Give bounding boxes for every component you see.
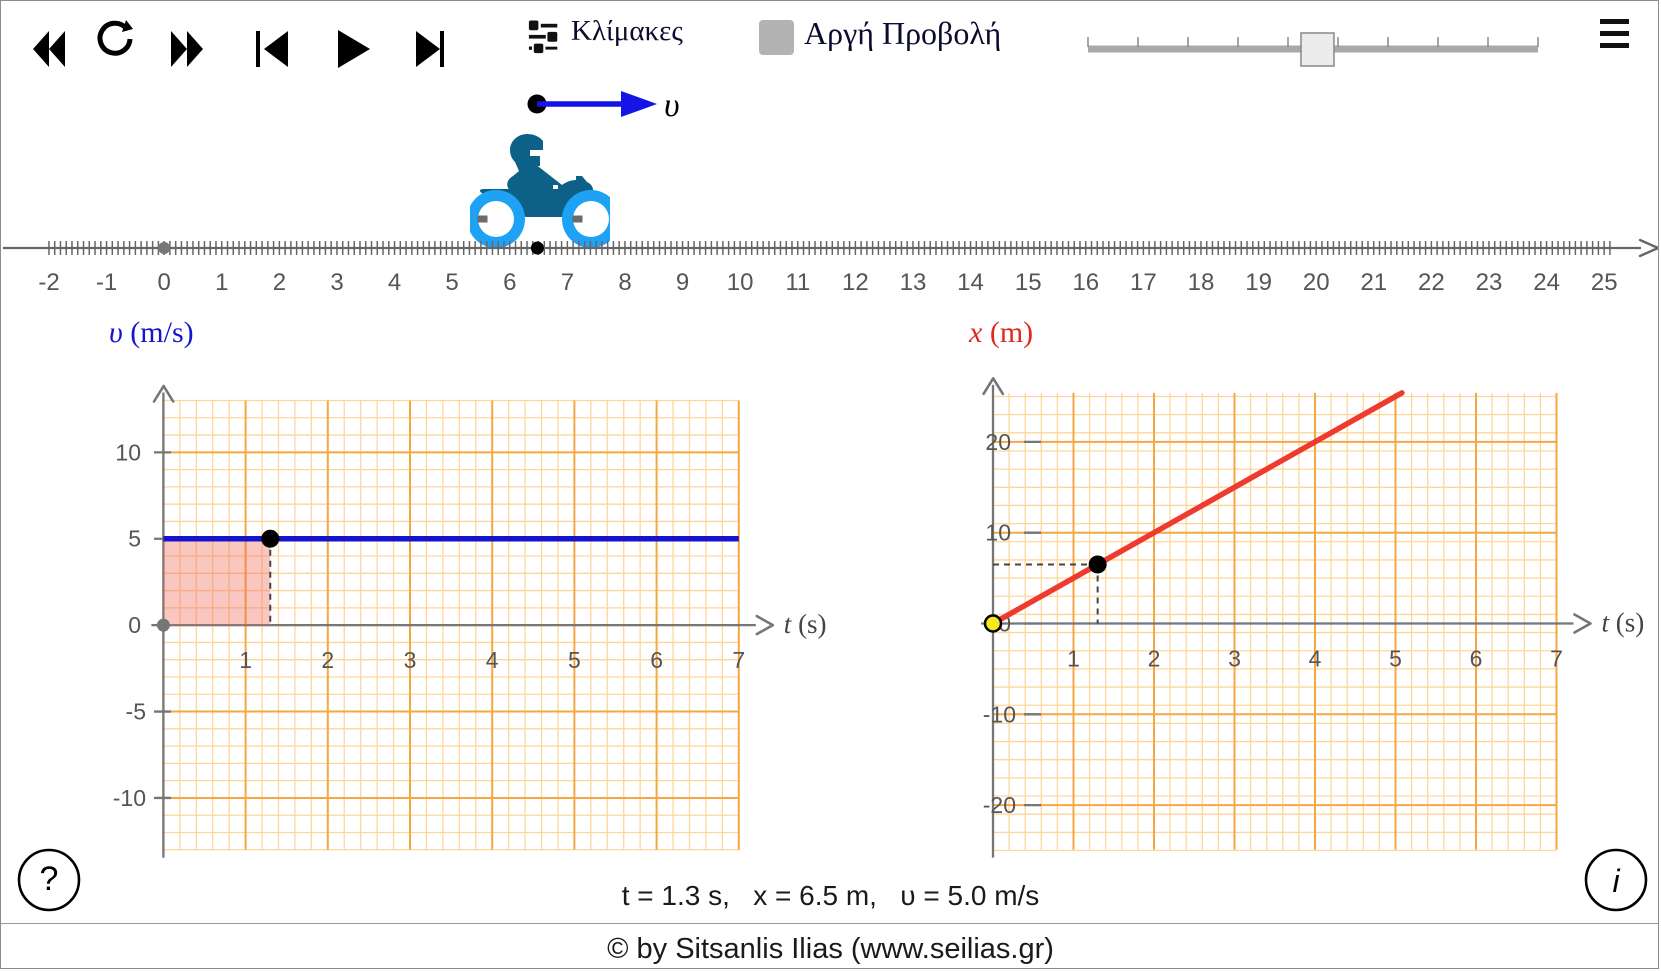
svg-text:7: 7 — [732, 647, 745, 673]
svg-text:3: 3 — [1228, 646, 1241, 672]
svg-text:-1: -1 — [96, 269, 117, 296]
svg-text:5: 5 — [1389, 646, 1402, 672]
svg-text:15: 15 — [1015, 269, 1042, 296]
svg-text:17: 17 — [1130, 269, 1157, 296]
svg-text:19: 19 — [1245, 269, 1272, 296]
svg-text:14: 14 — [957, 269, 984, 296]
svg-text:7: 7 — [561, 269, 574, 296]
svg-text:24: 24 — [1533, 269, 1560, 296]
svg-text:5: 5 — [568, 647, 581, 673]
svg-text:18: 18 — [1188, 269, 1215, 296]
svg-text:3: 3 — [404, 647, 417, 673]
svg-text:t (s): t (s) — [1602, 608, 1645, 638]
svg-text:4: 4 — [486, 647, 499, 673]
svg-text:7: 7 — [1550, 646, 1563, 672]
svg-text:10: 10 — [727, 269, 754, 296]
svg-text:2: 2 — [1148, 646, 1161, 672]
svg-text:25: 25 — [1591, 269, 1618, 296]
svg-text:22: 22 — [1418, 269, 1445, 296]
svg-text:12: 12 — [842, 269, 869, 296]
svg-text:11: 11 — [785, 269, 810, 296]
svg-text:21: 21 — [1360, 269, 1387, 296]
svg-text:t (s): t (s) — [784, 609, 827, 639]
svg-text:1: 1 — [239, 647, 252, 673]
svg-text:6: 6 — [650, 647, 663, 673]
svg-text:13: 13 — [900, 269, 927, 296]
svg-text:3: 3 — [330, 269, 343, 296]
svg-text:4: 4 — [1309, 646, 1322, 672]
svg-text:0: 0 — [158, 269, 171, 296]
svg-text:1: 1 — [215, 269, 228, 296]
svg-text:i: i — [1612, 863, 1620, 899]
svg-text:υ: υ — [664, 89, 680, 124]
svg-text:-10: -10 — [113, 785, 146, 811]
svg-text:8: 8 — [618, 269, 631, 296]
svg-text:5: 5 — [445, 269, 458, 296]
svg-text:-5: -5 — [126, 699, 146, 725]
svg-text:20: 20 — [985, 429, 1011, 455]
svg-text:9: 9 — [676, 269, 689, 296]
svg-text:-10: -10 — [983, 701, 1016, 727]
svg-text:10: 10 — [115, 439, 141, 465]
svg-text:20: 20 — [1303, 269, 1330, 296]
svg-text:?: ? — [40, 860, 59, 898]
svg-text:1: 1 — [1067, 646, 1080, 672]
svg-text:4: 4 — [388, 269, 401, 296]
svg-text:2: 2 — [321, 647, 334, 673]
svg-text:5: 5 — [128, 526, 141, 552]
svg-text:-2: -2 — [38, 269, 59, 296]
svg-text:-20: -20 — [983, 792, 1016, 818]
svg-text:23: 23 — [1476, 269, 1503, 296]
svg-text:6: 6 — [503, 269, 516, 296]
svg-text:10: 10 — [985, 520, 1011, 546]
svg-text:16: 16 — [1072, 269, 1099, 296]
svg-text:2: 2 — [273, 269, 286, 296]
svg-text:6: 6 — [1470, 646, 1483, 672]
svg-text:0: 0 — [128, 612, 141, 638]
